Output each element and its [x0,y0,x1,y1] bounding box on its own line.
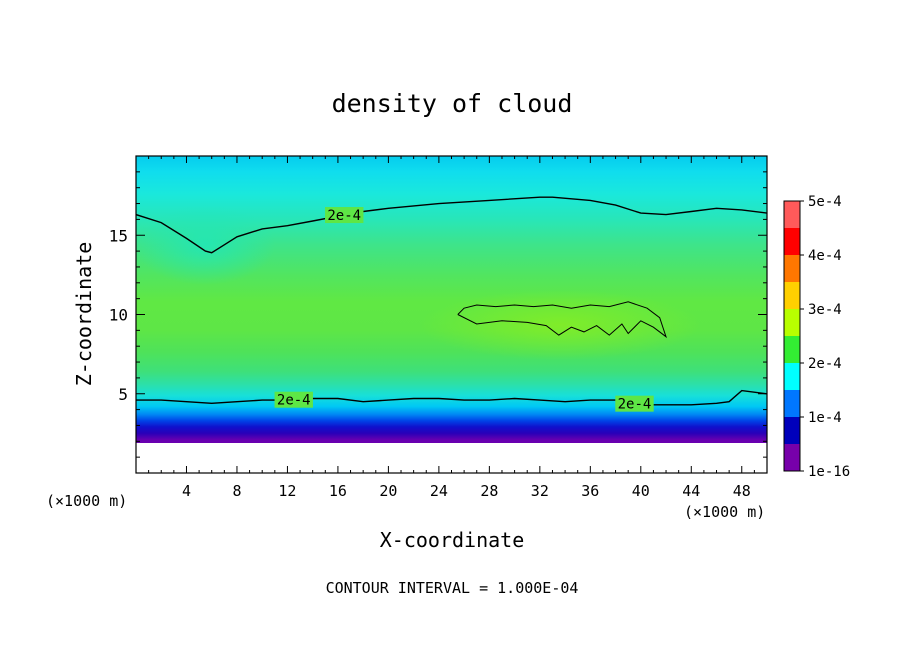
contour-line [136,196,767,254]
colorbar-label: 2e-4 [808,356,842,372]
footer-contour-interval: CONTOUR INTERVAL = 1.000E-04 [326,579,579,597]
x-tick-label: 12 [278,482,296,500]
x-tick-label: 20 [379,482,397,500]
colorbar-segment [784,444,800,472]
y-tick-label: 5 [118,385,128,404]
colorbar-label: 1e-4 [808,410,842,426]
colorbar-segment [784,255,800,283]
colorbar-label: 1e-16 [808,464,850,480]
x-unit-left: (×1000 m) [46,492,127,510]
colorbar-label: 4e-4 [808,248,842,264]
chart-title: density of cloud [332,89,573,118]
contour-label: 2e-4 [277,393,311,409]
contour-label: 2e-4 [618,397,652,413]
colorbar-label: 5e-4 [808,194,842,210]
x-tick-label: 48 [733,482,751,500]
y-tick-label: 15 [109,226,128,245]
colorbar-segment [784,363,800,391]
colorbar-segment [784,336,800,364]
x-tick-label: 4 [182,482,191,500]
density-blob [420,290,700,360]
x-tick-label: 36 [581,482,599,500]
colorbar-segment [784,417,800,445]
x-tick-label: 28 [480,482,498,500]
x-tick-label: 32 [531,482,549,500]
x-tick-label: 16 [329,482,347,500]
density-dip [136,205,275,285]
contour-label: 2e-4 [327,208,361,224]
x-tick-label: 44 [682,482,700,500]
colorbar-segment [784,309,800,337]
colorbar-frame [783,200,801,472]
colorbar-segment [784,390,800,418]
colorbar-segment [784,228,800,256]
contour-label-bg [325,207,364,224]
contour-label-bg [615,395,654,412]
y-tick-label: 10 [109,306,128,325]
x-tick-label: 24 [430,482,448,500]
contour-label-bg [274,391,313,408]
x-unit-right: (×1000 m) [684,503,765,521]
x-tick-label: 40 [632,482,650,500]
contour-line [136,389,767,406]
colorbar-segment [784,282,800,310]
x-axis-label: X-coordinate [380,528,525,552]
x-tick-label: 8 [232,482,241,500]
y-axis-label: Z-coordinate [72,242,96,387]
colorbar-segment [784,201,800,229]
colorbar-label: 3e-4 [808,302,842,318]
contour-line [457,301,667,339]
